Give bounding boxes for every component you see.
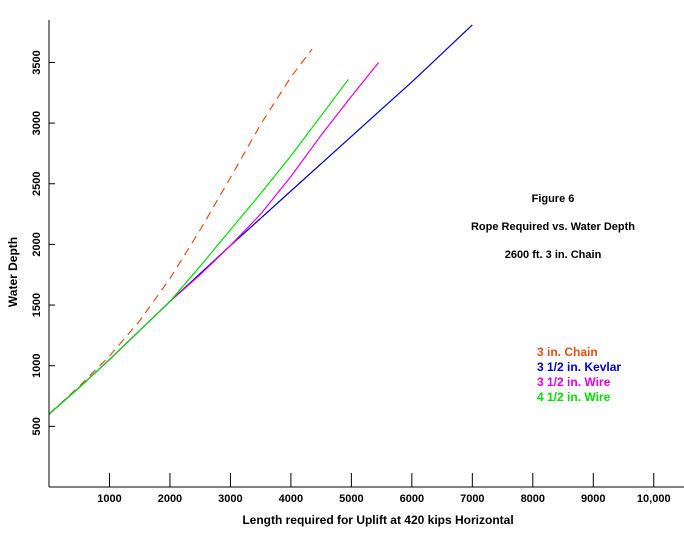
y-tick-label: 3000 xyxy=(31,111,43,135)
figure-number: Figure 6 xyxy=(532,193,575,205)
y-tick-label: 1000 xyxy=(31,353,43,377)
x-tick-label: 1000 xyxy=(97,493,121,505)
y-tick-label: 1500 xyxy=(31,293,43,317)
y-tick-label: 500 xyxy=(31,417,43,435)
x-axis-title: Length required for Uplift at 420 kips H… xyxy=(242,513,513,527)
y-axis-title: Water Depth xyxy=(6,237,20,307)
series-line-4-1-2-in-wire xyxy=(48,79,349,415)
series-line-3-in-chain xyxy=(48,48,313,415)
axis-ticks: 1000 2000 3000 4000 5000 6000 7000 8000 9000 10,0… xyxy=(31,50,671,505)
x-tick-label: 4000 xyxy=(279,493,303,505)
legend-wire-4-5: 4 1/2 in. Wire xyxy=(537,390,611,404)
series-line-3-1-2-in-wire xyxy=(48,62,380,415)
y-tick-label: 2500 xyxy=(31,172,43,196)
plot-lines xyxy=(48,24,473,415)
x-tick-label: 9000 xyxy=(581,493,605,505)
legend-kevlar: 3 1/2 in. Kevlar xyxy=(537,360,621,374)
x-tick-label: 10,000 xyxy=(637,493,671,505)
y-tick-label: 2000 xyxy=(31,232,43,256)
x-tick-label: 8000 xyxy=(521,493,545,505)
x-tick-label: 7000 xyxy=(460,493,484,505)
legend: 3 in. Chain 3 1/2 in. Kevlar 3 1/2 in. W… xyxy=(537,345,621,404)
legend-wire-3-5: 3 1/2 in. Wire xyxy=(537,375,611,389)
x-tick-label: 2000 xyxy=(158,493,182,505)
figure-subtitle: Rope Required vs. Water Depth xyxy=(471,221,635,233)
figure-note: 2600 ft. 3 in. Chain xyxy=(505,249,602,261)
series-line-3-1-2-in-kevlar xyxy=(48,24,473,415)
x-tick-label: 6000 xyxy=(400,493,424,505)
y-tick-label: 3500 xyxy=(31,50,43,74)
x-tick-label: 5000 xyxy=(339,493,363,505)
x-tick-label: 3000 xyxy=(218,493,242,505)
legend-chain: 3 in. Chain xyxy=(537,345,598,359)
